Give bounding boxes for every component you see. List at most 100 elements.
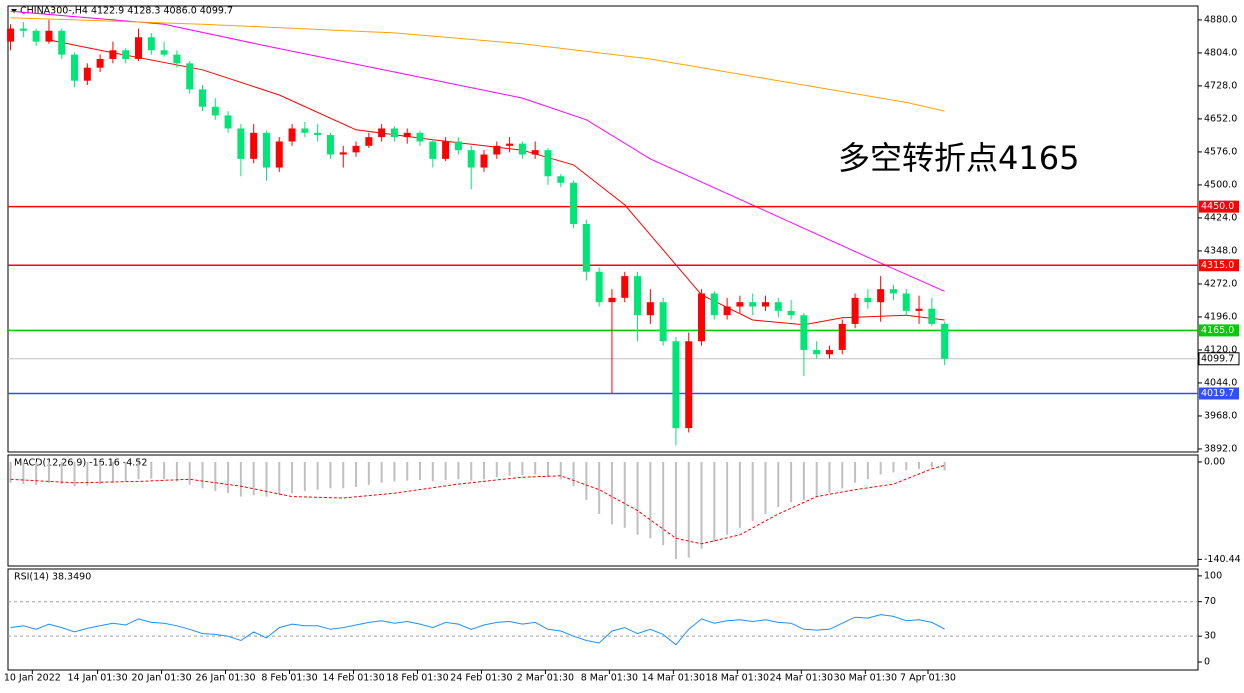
candle-body (506, 143, 514, 146)
candle-body (467, 150, 475, 168)
macd-bar (329, 461, 332, 489)
macd-bar (841, 461, 844, 489)
macd-bar (227, 461, 230, 494)
x-tick-label: 7 Apr 01:30 (900, 673, 956, 684)
candle-body (915, 308, 923, 311)
macd-bar (47, 461, 50, 483)
candle-body (493, 145, 501, 155)
macd-bar (918, 461, 921, 469)
moving-average (10, 17, 945, 112)
candle-body (135, 37, 143, 59)
candle-body (173, 54, 181, 64)
macd-bar (188, 461, 191, 485)
y-tick-label: 100 (1204, 570, 1222, 581)
candle-body (198, 89, 206, 107)
macd-bar (534, 461, 537, 475)
y-tick-label: 4652.0 (1204, 113, 1237, 124)
x-tick-label: 30 Mar 01:30 (834, 673, 897, 684)
candle-body (851, 297, 859, 324)
y-tick-label: 4576.0 (1204, 146, 1237, 157)
candle-body (518, 143, 526, 155)
macd-bar (252, 461, 255, 496)
candle-body (122, 50, 130, 59)
candle-body (71, 54, 79, 81)
macd-title: MACD(12,26,9) -16.16 -4.52 (14, 458, 147, 469)
macd-bar (905, 461, 908, 471)
candle-body (941, 323, 949, 359)
macd-bar (636, 461, 639, 535)
macd-bar (751, 461, 754, 521)
candle-body (864, 297, 872, 303)
y-tick-label: 4804.0 (1204, 47, 1237, 58)
macd-bar (470, 461, 473, 481)
candle-body (595, 271, 603, 303)
macd-bar (879, 461, 882, 475)
candle-body (390, 128, 398, 138)
macd-bar (854, 461, 857, 483)
candle-body (749, 302, 757, 307)
y-tick-label: 3968.0 (1204, 410, 1237, 421)
moving-average (10, 10, 945, 292)
macd-bar (738, 461, 741, 528)
macd-bar (291, 461, 294, 494)
x-tick-label: 14 Mar 01:30 (642, 673, 705, 684)
moving-average (48, 39, 945, 326)
macd-bar (700, 461, 703, 549)
candle-body (710, 293, 718, 316)
macd-bar (265, 461, 268, 497)
macd-bar (342, 461, 345, 489)
y-tick-label: 4348.0 (1204, 245, 1237, 256)
macd-bar (559, 461, 562, 480)
price-panel (7, 5, 1199, 453)
candle-body (454, 141, 462, 151)
candle-body (659, 302, 667, 342)
y-tick-label: 0 (1204, 656, 1210, 667)
macd-bar (598, 461, 601, 514)
macd-bar (419, 461, 422, 480)
candle-body (365, 137, 373, 146)
candle-body (570, 182, 578, 225)
candle-body (762, 302, 770, 307)
y-tick-label: -140.44 (1204, 554, 1241, 565)
level-tag (1198, 352, 1240, 366)
level-tag (1199, 259, 1239, 272)
macd-bar (201, 461, 204, 489)
candle-body (698, 293, 706, 342)
level-label: 4315.0 (1201, 260, 1234, 271)
macd-bar (406, 461, 409, 481)
y-tick-label: 4272.0 (1204, 278, 1237, 289)
macd-bar (713, 461, 716, 542)
macd-signal (10, 464, 945, 545)
x-tick-label: 26 Jan 01:30 (195, 673, 255, 684)
candle-body (19, 28, 27, 31)
macd-bar (393, 461, 396, 482)
x-tick-label: 14 Feb 01:30 (322, 673, 384, 684)
macd-bar (367, 461, 370, 485)
macd-bar (726, 461, 729, 535)
candle-body (211, 106, 219, 116)
level-label: 4450.0 (1201, 201, 1234, 212)
candle-body (109, 50, 117, 59)
macd-bar (214, 461, 217, 492)
y-tick-label: 4196.0 (1204, 311, 1237, 322)
candle-body (250, 132, 258, 159)
candle-body (301, 128, 309, 133)
candle-body (723, 306, 731, 316)
candle-body (160, 50, 168, 55)
macd-bar (662, 461, 665, 546)
candle-body (877, 289, 885, 303)
macd-bar (355, 461, 358, 487)
candle-body (634, 276, 642, 316)
x-tick-label: 14 Jan 01:30 (67, 673, 127, 684)
candle-body (480, 154, 488, 168)
macd-panel (7, 454, 1199, 567)
x-tick-label: 8 Feb 01:30 (261, 673, 317, 684)
level-label: 4019.7 (1201, 388, 1234, 399)
x-tick-label: 18 Feb 01:30 (386, 673, 448, 684)
macd-bar (86, 461, 89, 486)
y-tick-label: 0.00 (1204, 456, 1225, 467)
candle-body (838, 323, 846, 350)
candle-body (288, 128, 296, 142)
macd-bar (137, 461, 140, 480)
rsi-line (10, 614, 945, 646)
